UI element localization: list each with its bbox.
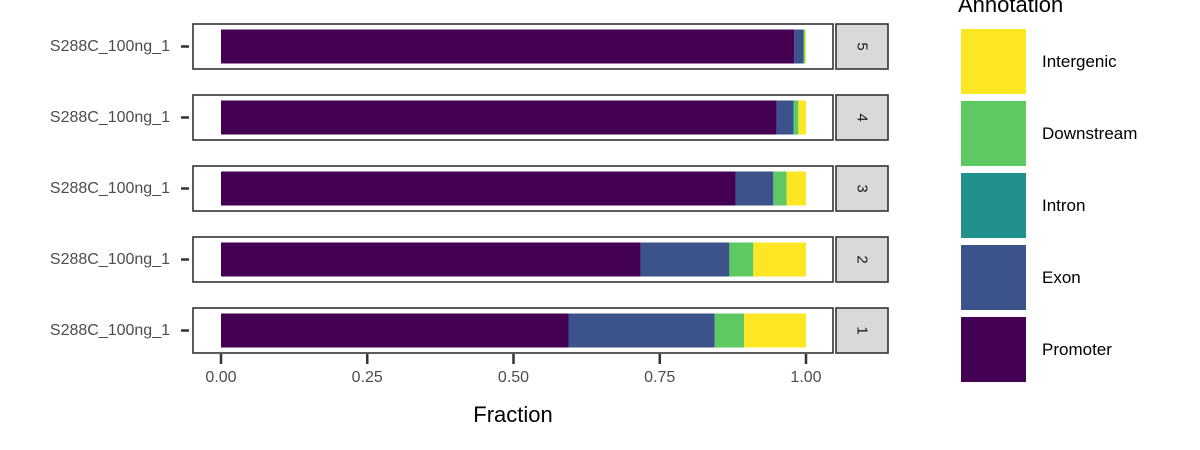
facet-panel: 1 S288C_100ng_1 [50, 307, 889, 354]
facet-panel: 3 S288C_100ng_1 [50, 165, 889, 212]
legend-label: Intergenic [1042, 52, 1117, 71]
bar-segment-promoter [221, 100, 777, 135]
bar-segment-downstream [773, 171, 787, 206]
y-tick-label: S288C_100ng_1 [50, 180, 170, 197]
facet-strip [835, 23, 889, 70]
legend-key-intron [961, 173, 1026, 238]
bar-segment-promoter [221, 29, 795, 64]
legend-key-promoter [961, 317, 1026, 382]
legend: Annotation Intergenic Downstream Intron Exo… [958, 0, 1137, 382]
facet-strip-label: 2 [854, 255, 871, 263]
facet-strip-label: 3 [854, 184, 871, 192]
legend-key-exon [961, 245, 1026, 310]
panel-border [192, 236, 834, 283]
bar-segment-exon [794, 29, 804, 64]
facet-strip [835, 236, 889, 283]
y-tick-label: S288C_100ng_1 [50, 38, 170, 55]
bar-segment-downstream [804, 29, 805, 64]
bar-segment-downstream [714, 313, 744, 348]
bar-segment-promoter [221, 171, 736, 206]
legend-title: Annotation [958, 0, 1063, 17]
facet-strip [835, 307, 889, 354]
bar-segment-promoter [221, 242, 641, 277]
bar-segment-intron [773, 171, 774, 206]
facet-strip-label: 1 [854, 326, 871, 334]
bar-segment-intergenic [804, 29, 806, 64]
facet-panels: 5 S288C_100ng_1 4 S288C_100ng_1 3 S288C_100ng… [50, 23, 889, 354]
panel-border [192, 94, 834, 141]
bar-segment-promoter [221, 313, 569, 348]
bar-segment-intergenic [753, 242, 806, 277]
facet-strip-label: 4 [854, 113, 871, 121]
facet-panel: 4 S288C_100ng_1 [50, 94, 889, 141]
panel-border [192, 165, 834, 212]
facet-panel: 2 S288C_100ng_1 [50, 236, 889, 283]
bar-segment-exon [735, 171, 774, 206]
legend-label: Intron [1042, 196, 1085, 215]
y-tick-label: S288C_100ng_1 [50, 109, 170, 126]
y-tick-label: S288C_100ng_1 [50, 322, 170, 339]
bar-segment-intergenic [743, 313, 806, 348]
bar-segment-downstream [794, 100, 799, 135]
legend-key-intergenic [961, 29, 1026, 94]
bar-segment-intron [803, 29, 805, 64]
legend-key-downstream [961, 101, 1026, 166]
bar-segment-downstream [729, 242, 754, 277]
x-tick-label: 0.50 [498, 369, 529, 386]
bar-segment-exon [640, 242, 730, 277]
legend-label: Exon [1042, 268, 1081, 287]
legend-label: Promoter [1042, 340, 1112, 359]
panel-border [192, 307, 834, 354]
facet-strip-label: 5 [854, 42, 871, 50]
bar-segment-intergenic [786, 171, 806, 206]
x-axis-title: Fraction [473, 402, 552, 427]
x-tick-label: 0.25 [352, 369, 383, 386]
panel-border [192, 23, 834, 70]
bar-segment-exon [776, 100, 794, 135]
x-tick-label: 0.75 [644, 369, 675, 386]
y-tick-label: S288C_100ng_1 [50, 251, 170, 268]
facet-panel: 5 S288C_100ng_1 [50, 23, 889, 70]
x-axis: 0.00 0.25 0.50 0.75 1.00 [205, 354, 822, 386]
legend-label: Downstream [1042, 124, 1137, 143]
facet-strip [835, 94, 889, 141]
bar-segment-exon [568, 313, 715, 348]
bar-segment-intron [793, 100, 795, 135]
bar-segment-intergenic [798, 100, 806, 135]
x-tick-label: 0.00 [205, 369, 236, 386]
facet-strip [835, 165, 889, 212]
x-tick-label: 1.00 [790, 369, 821, 386]
